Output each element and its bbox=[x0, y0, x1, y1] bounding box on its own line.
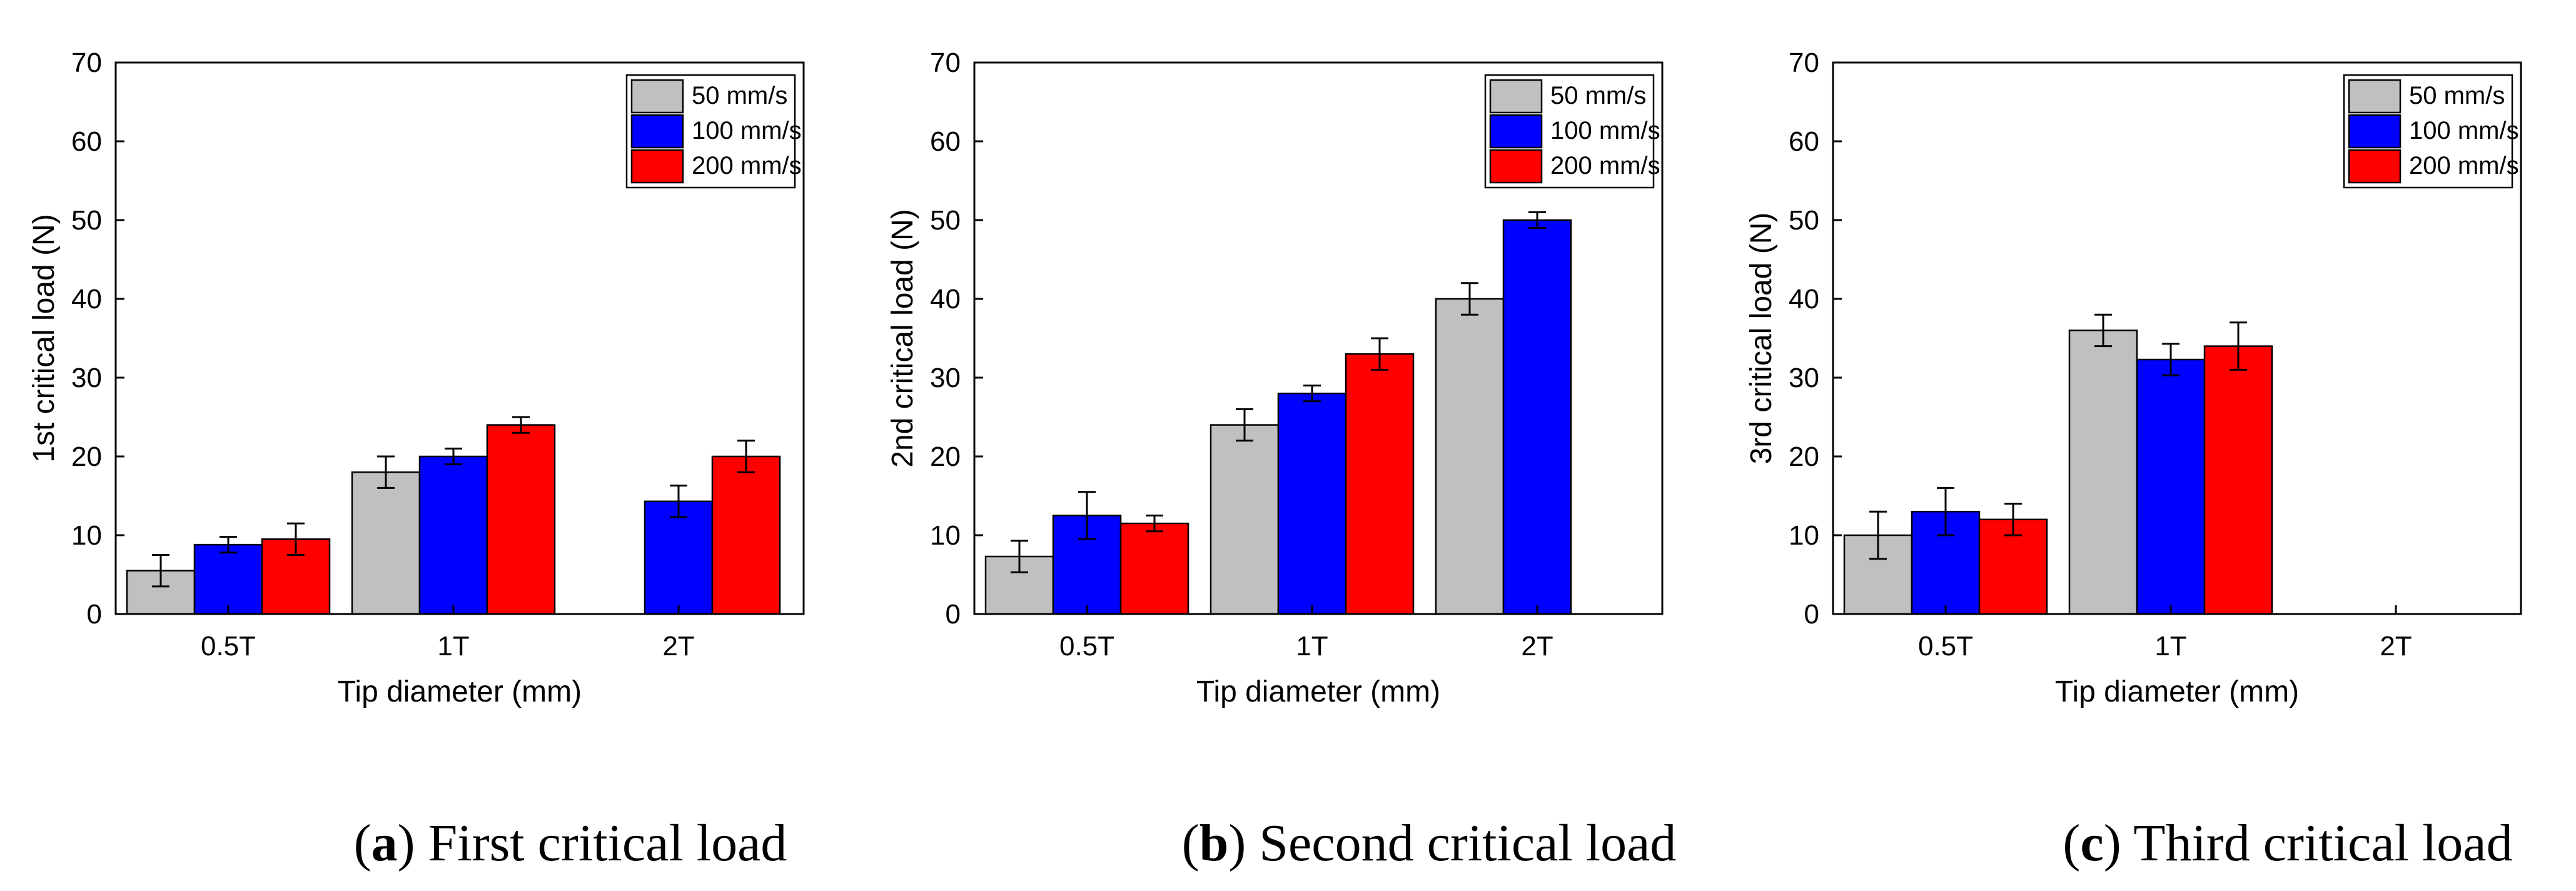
y-tick-label: 70 bbox=[1789, 48, 1819, 78]
chart-a: 0 10 20 30 40 50 60 70 0.5T 1T 2T Tip diameter (mm)… bbox=[28, 48, 805, 708]
legend-label: 200 mm/s bbox=[692, 152, 802, 179]
caption-c-text: Third critical load bbox=[2133, 814, 2513, 872]
y-tick-label: 20 bbox=[930, 441, 961, 472]
y-tick-label: 40 bbox=[71, 284, 102, 315]
y-axis-title: 2nd critical load (N) bbox=[886, 209, 919, 467]
bar bbox=[1119, 522, 1190, 615]
y-tick-label: 10 bbox=[930, 520, 961, 551]
plot-frame bbox=[973, 61, 1664, 615]
plot-frame bbox=[1832, 61, 2522, 615]
legend-label: 200 mm/s bbox=[1550, 152, 1660, 179]
caption-c-letter: c bbox=[2080, 814, 2104, 872]
y-tick-label: 0 bbox=[946, 599, 961, 630]
y-tick-label: 30 bbox=[1789, 363, 1819, 393]
y-tick-label: 70 bbox=[930, 48, 961, 78]
y-tick-label: 40 bbox=[930, 284, 961, 315]
y-tick-label: 30 bbox=[71, 363, 102, 393]
legend-swatch bbox=[630, 114, 684, 149]
x-tick-label: 1T bbox=[437, 631, 469, 662]
legend-swatch bbox=[2348, 149, 2402, 184]
y-tick-label: 50 bbox=[930, 205, 961, 236]
legend-label: 100 mm/s bbox=[2409, 117, 2519, 144]
bar bbox=[1277, 392, 1347, 615]
y-tick-label: 60 bbox=[930, 126, 961, 157]
caption-a: (a) First critical load bbox=[353, 814, 787, 872]
x-axis-title: Tip diameter (mm) bbox=[338, 675, 582, 708]
y-tick-label: 30 bbox=[930, 363, 961, 393]
y-tick-label: 10 bbox=[71, 520, 102, 551]
legend-label: 50 mm/s bbox=[2409, 82, 2505, 109]
y-tick-label: 0 bbox=[87, 599, 102, 630]
x-tick-label: 1T bbox=[1296, 631, 1328, 662]
x-tick-label: 0.5T bbox=[1918, 631, 1973, 662]
y-tick-label: 10 bbox=[1789, 520, 1819, 551]
chart-c: 0 10 20 30 40 50 60 70 0.5T 1T 2T Tip diameter (mm)… bbox=[1745, 48, 2522, 708]
legend-swatch bbox=[2348, 79, 2402, 114]
plot-frame bbox=[114, 61, 805, 615]
bar bbox=[711, 455, 781, 615]
y-axis-title: 1st critical load (N) bbox=[28, 214, 61, 462]
bar bbox=[418, 455, 488, 615]
bar bbox=[193, 543, 263, 615]
x-tick-label: 2T bbox=[662, 631, 694, 662]
caption-b: (b) Second critical load bbox=[1181, 814, 1677, 872]
y-tick-label: 70 bbox=[71, 48, 102, 78]
bar bbox=[644, 500, 714, 615]
y-tick-label: 20 bbox=[71, 441, 102, 472]
chart-b: 0 10 20 30 40 50 60 70 0.5T 1T 2T Tip diameter (mm)… bbox=[886, 48, 1664, 708]
y-tick-label: 50 bbox=[1789, 205, 1819, 236]
legend-label: 100 mm/s bbox=[692, 117, 802, 144]
y-tick-label: 20 bbox=[1789, 441, 1819, 472]
legend-swatch bbox=[1489, 149, 1543, 184]
y-tick-label: 60 bbox=[71, 126, 102, 157]
bar bbox=[2136, 358, 2206, 615]
x-tick-label: 2T bbox=[1521, 631, 1553, 662]
caption-b-letter: b bbox=[1199, 814, 1229, 872]
x-tick-label: 1T bbox=[2154, 631, 2186, 662]
legend-swatch bbox=[1489, 79, 1543, 114]
y-tick-label: 60 bbox=[1789, 126, 1819, 157]
legend-label: 200 mm/s bbox=[2409, 152, 2519, 179]
legend-swatch bbox=[2348, 114, 2402, 149]
y-axis-title: 3rd critical load (N) bbox=[1745, 213, 1778, 465]
legend-label: 50 mm/s bbox=[1550, 82, 1646, 109]
x-axis-title: Tip diameter (mm) bbox=[2055, 675, 2299, 708]
legend-label: 50 mm/s bbox=[692, 82, 787, 109]
caption-a-letter: a bbox=[371, 814, 398, 872]
x-axis-title: Tip diameter (mm) bbox=[1196, 675, 1440, 708]
bar bbox=[2203, 345, 2273, 615]
caption-a-text: First critical load bbox=[428, 814, 787, 872]
x-tick-label: 2T bbox=[2380, 631, 2412, 662]
x-tick-label: 0.5T bbox=[201, 631, 256, 662]
legend-swatch bbox=[630, 149, 684, 184]
bar bbox=[1210, 424, 1280, 615]
y-tick-label: 0 bbox=[1804, 599, 1819, 630]
caption-c: (c) Third critical load bbox=[2063, 814, 2513, 872]
bar bbox=[2068, 330, 2138, 615]
legend-swatch bbox=[1489, 114, 1543, 149]
caption-b-text: Second critical load bbox=[1259, 814, 1677, 872]
y-tick-label: 40 bbox=[1789, 284, 1819, 315]
bar bbox=[1435, 298, 1505, 615]
x-tick-label: 0.5T bbox=[1059, 631, 1114, 662]
bar bbox=[1345, 353, 1415, 615]
legend-label: 100 mm/s bbox=[1550, 117, 1660, 144]
bar bbox=[1502, 219, 1572, 615]
bar bbox=[351, 471, 421, 615]
y-tick-label: 50 bbox=[71, 205, 102, 236]
legend-swatch bbox=[630, 79, 684, 114]
bar bbox=[486, 424, 556, 615]
